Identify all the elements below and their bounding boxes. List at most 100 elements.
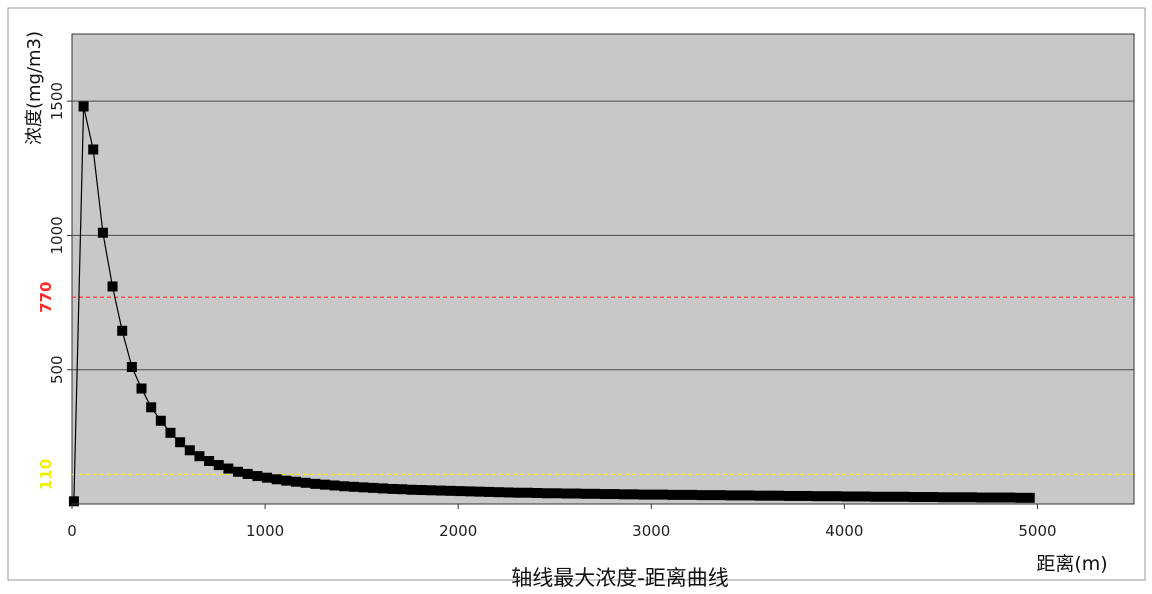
data-point-7 — [136, 383, 147, 394]
data-point-15 — [213, 460, 224, 471]
x-tick-label-4000: 4000 — [825, 522, 863, 540]
plot-background — [71, 33, 1135, 505]
data-point-31 — [368, 482, 379, 493]
data-point-86 — [899, 491, 910, 502]
data-point-70 — [744, 490, 755, 501]
data-point-98 — [1015, 492, 1026, 503]
data-point-23 — [290, 476, 301, 487]
data-point-29 — [348, 481, 359, 492]
data-point-68 — [725, 490, 736, 501]
data-point-11 — [175, 437, 186, 448]
data-point-46 — [513, 487, 524, 498]
data-point-21 — [271, 474, 282, 485]
data-point-96 — [995, 492, 1006, 503]
data-point-91 — [947, 492, 958, 503]
data-point-47 — [522, 487, 533, 498]
data-point-55 — [599, 489, 610, 500]
grid-lines — [72, 100, 1134, 371]
data-point-97 — [1005, 492, 1016, 503]
data-point-45 — [503, 487, 514, 498]
data-point-99 — [1024, 492, 1035, 503]
y-tick-label-1000: 1000 — [48, 216, 66, 254]
data-point-5 — [117, 325, 128, 336]
data-point-60 — [648, 489, 659, 500]
y-tick-label-500: 500 — [48, 355, 66, 384]
data-point-59 — [638, 489, 649, 500]
x-tick-label-1000: 1000 — [246, 522, 284, 540]
data-point-12 — [184, 445, 195, 456]
data-point-71 — [754, 490, 765, 501]
data-point-54 — [590, 488, 601, 499]
data-point-48 — [532, 487, 543, 498]
data-point-62 — [667, 489, 678, 500]
data-point-14 — [204, 456, 215, 467]
data-point-85 — [889, 491, 900, 502]
data-point-57 — [619, 489, 630, 500]
reference-labels: 770 110 — [37, 282, 55, 491]
data-point-53 — [580, 488, 591, 499]
y-axis-ticks: 500 1000 1500 — [48, 82, 72, 384]
data-point-9 — [155, 415, 166, 426]
data-point-8 — [146, 402, 157, 413]
data-point-16 — [223, 463, 234, 474]
data-point-26 — [319, 479, 330, 490]
chart-title: 轴线最大浓度-距离曲线 — [511, 566, 729, 589]
data-point-28 — [339, 481, 350, 492]
data-point-83 — [870, 491, 881, 502]
data-point-49 — [542, 488, 553, 499]
data-point-79 — [831, 491, 842, 502]
data-point-36 — [416, 485, 427, 496]
data-point-37 — [426, 485, 437, 496]
data-point-0 — [68, 496, 79, 507]
data-point-69 — [735, 490, 746, 501]
data-point-64 — [686, 489, 697, 500]
data-point-17 — [233, 466, 244, 477]
data-point-52 — [570, 488, 581, 499]
data-point-22 — [281, 475, 292, 486]
data-point-1 — [78, 101, 89, 112]
reference-label-770: 770 — [37, 282, 55, 313]
data-point-56 — [609, 489, 620, 500]
data-point-35 — [406, 484, 417, 495]
data-point-73 — [773, 490, 784, 501]
data-point-30 — [358, 482, 369, 493]
data-point-50 — [551, 488, 562, 499]
data-point-72 — [764, 490, 775, 501]
y-axis-label: 浓度(mg/m3) — [24, 31, 45, 145]
data-point-63 — [677, 489, 688, 500]
data-point-81 — [850, 491, 861, 502]
data-point-80 — [841, 491, 852, 502]
data-point-66 — [706, 490, 717, 501]
data-point-43 — [484, 486, 495, 497]
data-markers — [68, 101, 1035, 507]
data-point-25 — [310, 478, 321, 489]
data-point-27 — [329, 480, 340, 491]
data-point-95 — [986, 492, 997, 503]
data-point-58 — [628, 489, 639, 500]
data-point-13 — [194, 451, 205, 462]
data-point-6 — [126, 362, 137, 373]
x-axis-ticks: 0 1000 2000 3000 4000 5000 — [67, 504, 1057, 540]
data-point-2 — [88, 144, 99, 155]
data-point-39 — [445, 485, 456, 496]
data-point-34 — [397, 484, 408, 495]
data-point-87 — [908, 492, 919, 503]
data-point-67 — [715, 490, 726, 501]
data-point-4 — [107, 281, 118, 292]
data-point-20 — [262, 472, 273, 483]
data-point-76 — [802, 490, 813, 501]
data-point-82 — [860, 491, 871, 502]
x-tick-label-2000: 2000 — [439, 522, 477, 540]
data-point-93 — [966, 492, 977, 503]
data-point-94 — [976, 492, 987, 503]
data-point-38 — [435, 485, 446, 496]
data-point-42 — [474, 486, 485, 497]
data-point-41 — [464, 486, 475, 497]
data-point-61 — [657, 489, 668, 500]
data-point-65 — [696, 490, 707, 501]
data-point-84 — [879, 491, 890, 502]
data-point-32 — [377, 483, 388, 494]
x-axis-label: 距离(m) — [1036, 553, 1107, 575]
